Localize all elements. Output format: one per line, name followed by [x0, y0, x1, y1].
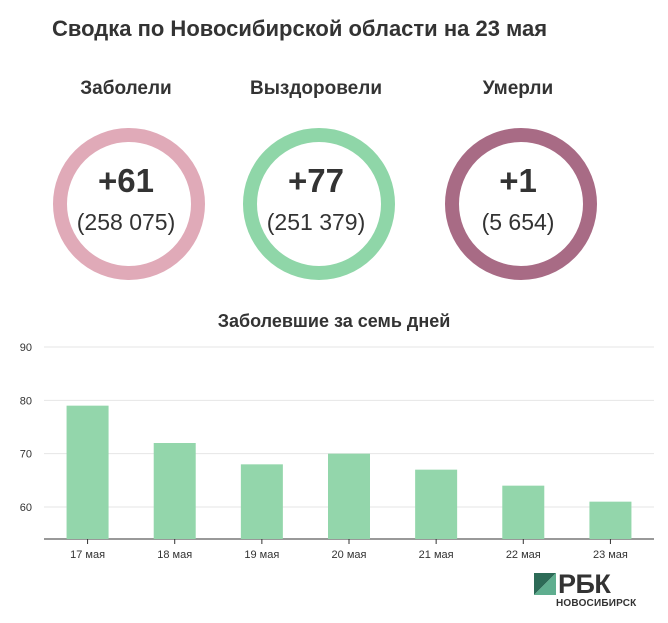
bar [153, 443, 196, 539]
x-tick-label: 18 мая [157, 549, 192, 561]
bar [589, 501, 632, 539]
bar [240, 464, 283, 539]
x-tick-label: 19 мая [244, 549, 279, 561]
bar [66, 405, 109, 539]
y-tick-label: 70 [20, 449, 32, 461]
bar [328, 453, 370, 539]
x-tick-label: 17 мая [70, 549, 105, 561]
stat-total: (251 379) [266, 209, 366, 235]
logo-subtitle: НОВОСИБИРСК [556, 598, 637, 609]
x-tick-label: 21 мая [419, 549, 454, 561]
logo-brand: РБК [558, 569, 611, 599]
x-tick-label: 23 мая [593, 549, 628, 561]
x-tick-label: 22 мая [506, 549, 541, 561]
ring-icon [243, 128, 395, 280]
stat-delta: +77 [288, 162, 344, 199]
bar-chart: 60 70 80 90 17 мая 18 мая 19 мая 20 мая 21 мая 22… [20, 342, 654, 561]
chart-title: Заболевшие за семь дней [217, 311, 451, 331]
y-tick-label: 80 [20, 395, 32, 407]
stat-label: Умерли [482, 78, 554, 99]
ring-icon [53, 128, 205, 280]
rbc-logo: РБК НОВОСИБИРСК [534, 569, 644, 611]
stat-total: (5 654) [481, 209, 555, 235]
bar [415, 469, 458, 539]
stat-delta: +61 [98, 162, 154, 199]
stat-total: (258 075) [76, 209, 176, 235]
stat-recovered: Выздоровели +77 (251 379) [216, 78, 416, 288]
logo-mark-icon [534, 573, 556, 595]
stat-deaths: Умерли +1 (5 654) [418, 78, 618, 288]
stat-delta: +1 [499, 162, 537, 199]
stat-label: Заболели [80, 78, 172, 99]
ring-icon [445, 128, 597, 280]
stat-label: Выздоровели [249, 78, 383, 99]
x-tick-label: 20 мая [332, 549, 367, 561]
stat-infected: Заболели +61 (258 075) [26, 78, 226, 288]
page-title: Сводка по Новосибирской области на 23 ма… [52, 16, 548, 41]
y-tick-label: 90 [20, 342, 32, 354]
bar [502, 485, 545, 539]
y-tick-label: 60 [20, 502, 32, 514]
